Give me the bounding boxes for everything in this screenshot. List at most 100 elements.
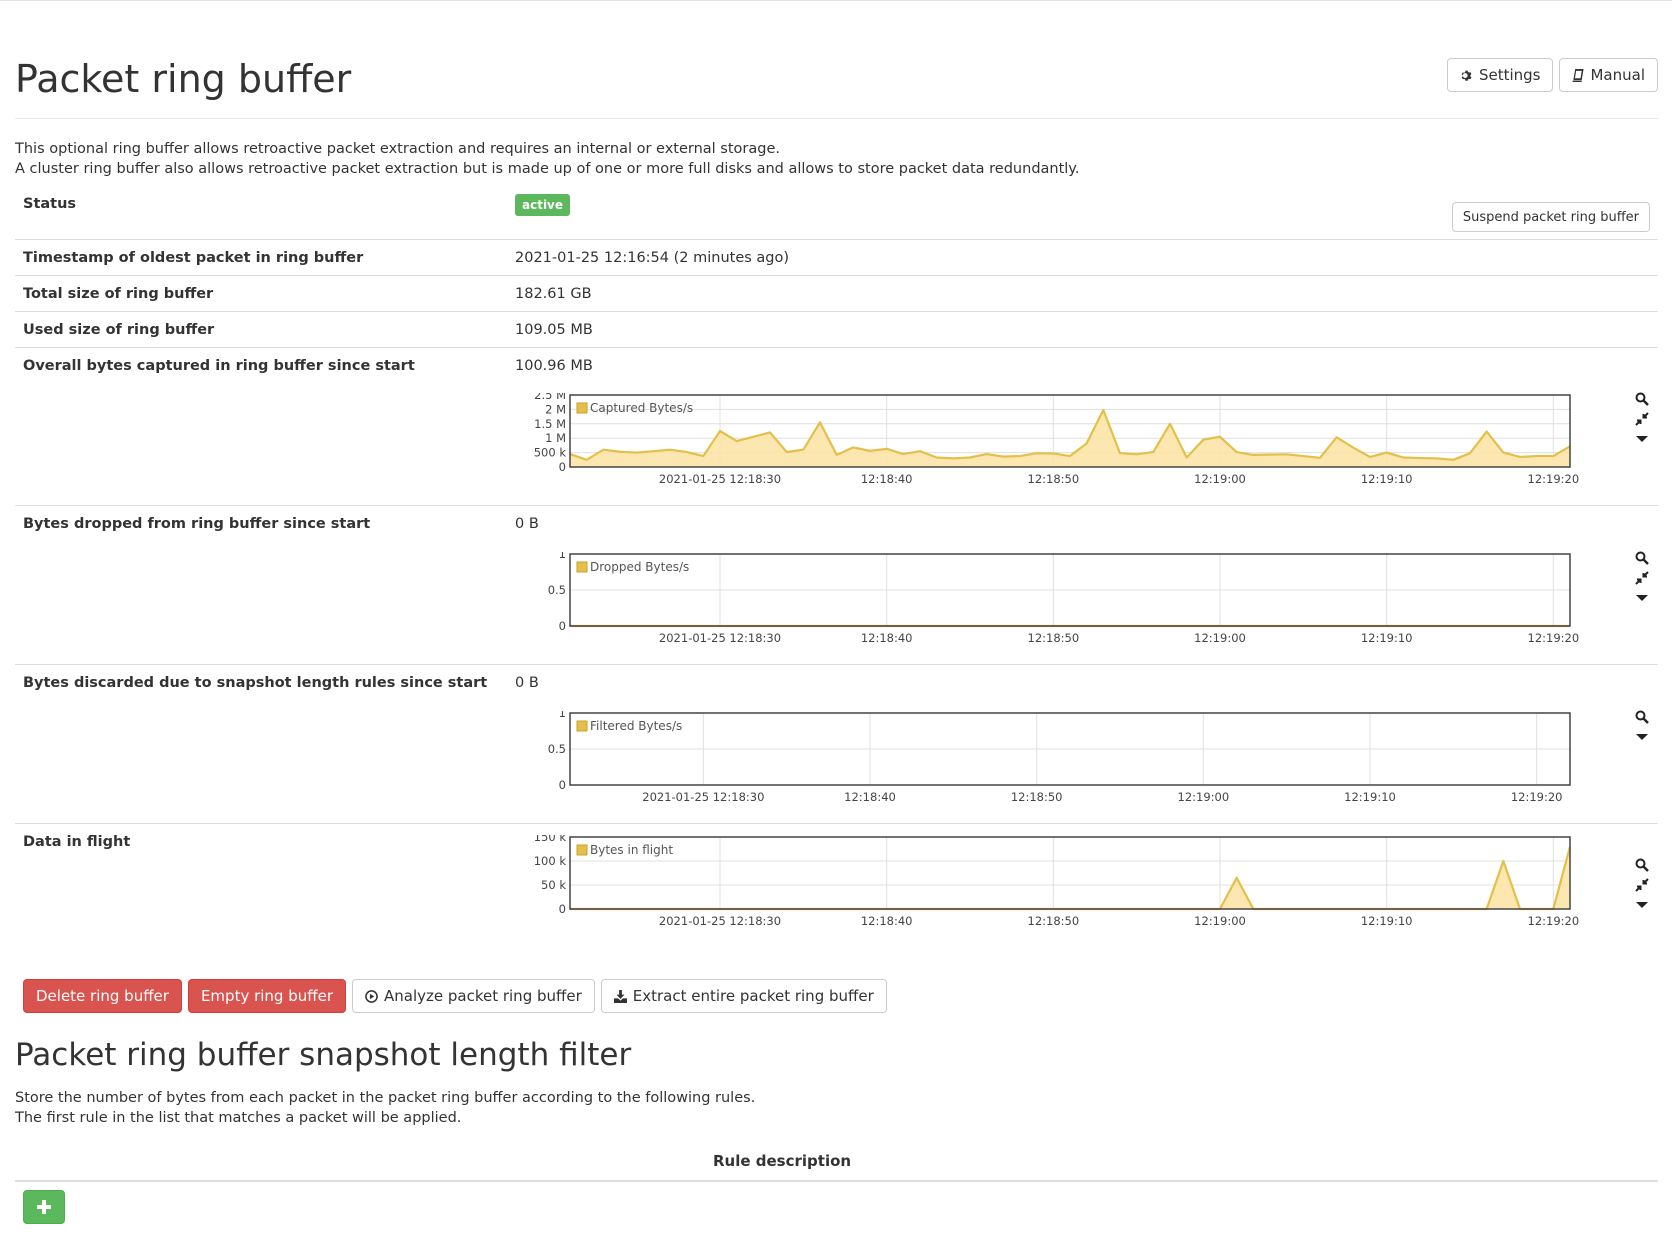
bytes-in-flight-chart: 0 50 k 100 k 150 k 2021-01-25 12:18:30 12:18:… xyxy=(515,835,1605,945)
analyze-label: Analyze packet ring buffer xyxy=(383,987,582,1005)
detail-label: Data in flight xyxy=(23,834,131,850)
snapshot-line-2: The first rule in the list that matches … xyxy=(15,1110,462,1126)
settings-button[interactable]: Settings xyxy=(1446,58,1554,92)
x-tick-label: 12:19:10 xyxy=(1361,631,1413,645)
legend-swatch xyxy=(576,402,588,414)
detail-row-total-size: Total size of ring buffer 182.61 GB xyxy=(15,275,1658,311)
y-tick-label: 0 xyxy=(559,778,566,792)
add-rule-button[interactable] xyxy=(23,1190,65,1224)
legend-label: Bytes in flight xyxy=(590,843,673,857)
manual-label: Manual xyxy=(1590,66,1645,84)
settings-label: Settings xyxy=(1478,66,1541,84)
x-tick-label: 12:19:00 xyxy=(1178,790,1230,804)
suspend-ring-buffer-button[interactable]: Suspend packet ring buffer xyxy=(1451,202,1650,232)
intro-line-1: This optional ring buffer allows retroac… xyxy=(15,141,780,157)
x-tick-label: 12:19:00 xyxy=(1194,631,1246,645)
y-tick-label: 2 M xyxy=(545,402,566,416)
plot-frame xyxy=(569,712,1571,786)
compress-icon[interactable] xyxy=(1635,571,1651,587)
x-tick-label: 12:18:40 xyxy=(861,631,913,645)
detail-value: 100.96 MB xyxy=(515,358,593,374)
x-tick-label: 12:18:40 xyxy=(861,914,913,928)
compress-icon[interactable] xyxy=(1635,878,1651,894)
plus-icon xyxy=(37,1200,51,1214)
y-tick-label: 150 k xyxy=(534,835,567,844)
compress-icon[interactable] xyxy=(1635,412,1651,428)
rules-table-header: Rule description xyxy=(15,1142,1658,1182)
detail-label: Timestamp of oldest packet in ring buffe… xyxy=(23,250,364,266)
detail-label: Bytes discarded due to snapshot length r… xyxy=(23,675,488,691)
detail-value: 0 B xyxy=(515,675,539,691)
y-tick-label: 2.5 M xyxy=(534,393,566,402)
detail-label: Overall bytes captured in ring buffer si… xyxy=(23,358,415,374)
caret-down-icon[interactable] xyxy=(1635,591,1651,607)
search-icon[interactable] xyxy=(1635,551,1651,567)
analyze-ring-buffer-button[interactable]: Analyze packet ring buffer xyxy=(351,979,595,1013)
caret-down-icon[interactable] xyxy=(1635,432,1651,448)
legend-swatch xyxy=(576,561,588,573)
caret-down-icon[interactable] xyxy=(1635,730,1651,746)
legend-label: Dropped Bytes/s xyxy=(590,560,689,574)
y-tick-label: 1 xyxy=(559,711,566,720)
x-tick-label: 2021-01-25 12:18:30 xyxy=(642,790,764,804)
extract-ring-buffer-button[interactable]: Extract entire packet ring buffer xyxy=(600,979,887,1013)
x-tick-label: 2021-01-25 12:18:30 xyxy=(659,472,781,486)
y-tick-label: 0 xyxy=(559,619,566,633)
book-icon xyxy=(1572,68,1585,82)
detail-value: 109.05 MB xyxy=(515,322,593,338)
x-tick-label: 12:18:40 xyxy=(861,472,913,486)
detail-label: Used size of ring buffer xyxy=(23,322,215,338)
header-toolbar: Settings Manual xyxy=(1446,58,1658,92)
snapshot-filter-description: Store the number of bytes from each pack… xyxy=(15,1088,755,1128)
x-tick-label: 12:19:10 xyxy=(1361,914,1413,928)
legend-label: Captured Bytes/s xyxy=(590,401,693,415)
empty-ring-buffer-button[interactable]: Empty ring buffer xyxy=(187,979,346,1013)
y-tick-label: 100 k xyxy=(534,854,567,868)
caret-down-icon[interactable] xyxy=(1635,898,1651,914)
manual-button[interactable]: Manual xyxy=(1559,58,1658,92)
plot-frame xyxy=(569,394,1571,468)
x-tick-label: 12:19:20 xyxy=(1528,472,1580,486)
x-tick-label: 2021-01-25 12:18:30 xyxy=(659,914,781,928)
legend-swatch xyxy=(576,844,588,856)
rule-description-header: Rule description xyxy=(713,1152,852,1170)
y-tick-label: 50 k xyxy=(541,878,566,892)
plot-frame xyxy=(569,553,1571,627)
detail-row-oldest-timestamp: Timestamp of oldest packet in ring buffe… xyxy=(15,239,1658,275)
detail-row-used-size: Used size of ring buffer 109.05 MB xyxy=(15,311,1658,347)
status-row: Status active Suspend packet ring buffer xyxy=(15,190,1658,234)
chart-svg: 0 50 k 100 k 150 k 2021-01-25 12:18:30 12:18:… xyxy=(534,835,1579,928)
detail-value: 0 B xyxy=(515,516,539,532)
detail-label: Bytes dropped from ring buffer since sta… xyxy=(23,516,371,532)
x-tick-label: 12:19:00 xyxy=(1194,914,1246,928)
y-tick-label: 1.5 M xyxy=(534,417,566,431)
x-tick-label: 12:18:40 xyxy=(844,790,896,804)
series-line xyxy=(569,408,1571,461)
x-tick-label: 2021-01-25 12:18:30 xyxy=(659,631,781,645)
chart-svg: 0 0.5 1 2021-01-25 12:18:30 12:18:40 12:18:50… xyxy=(548,552,1579,645)
search-icon[interactable] xyxy=(1635,392,1651,408)
y-tick-label: 0 xyxy=(559,902,566,916)
x-tick-label: 12:18:50 xyxy=(1028,914,1080,928)
status-label: Status xyxy=(23,196,77,212)
detail-label: Total size of ring buffer xyxy=(23,286,214,302)
y-tick-label: 0.5 xyxy=(548,583,566,597)
search-icon[interactable] xyxy=(1635,710,1651,726)
detail-value: 182.61 GB xyxy=(515,286,592,302)
intro-text: This optional ring buffer allows retroac… xyxy=(15,139,1079,179)
ring-buffer-actions: Delete ring buffer Empty ring buffer Ana… xyxy=(23,979,887,1013)
filtered-bytes-chart: 0 0.5 1 2021-01-25 12:18:30 12:18:40 12:18:50… xyxy=(515,711,1605,821)
status-badge: active xyxy=(515,194,571,216)
x-tick-label: 12:19:00 xyxy=(1194,472,1246,486)
x-tick-label: 12:19:10 xyxy=(1344,790,1396,804)
top-border xyxy=(0,0,1672,1)
snapshot-filter-title: Packet ring buffer snapshot length filte… xyxy=(15,1037,632,1073)
download-icon xyxy=(613,989,627,1003)
add-rule-wrapper xyxy=(23,1190,65,1224)
search-icon[interactable] xyxy=(1635,858,1651,874)
extract-label: Extract entire packet ring buffer xyxy=(632,987,874,1005)
detail-row-data-in-flight: Data in flight xyxy=(15,823,1658,971)
delete-ring-buffer-button[interactable]: Delete ring buffer xyxy=(23,979,182,1013)
